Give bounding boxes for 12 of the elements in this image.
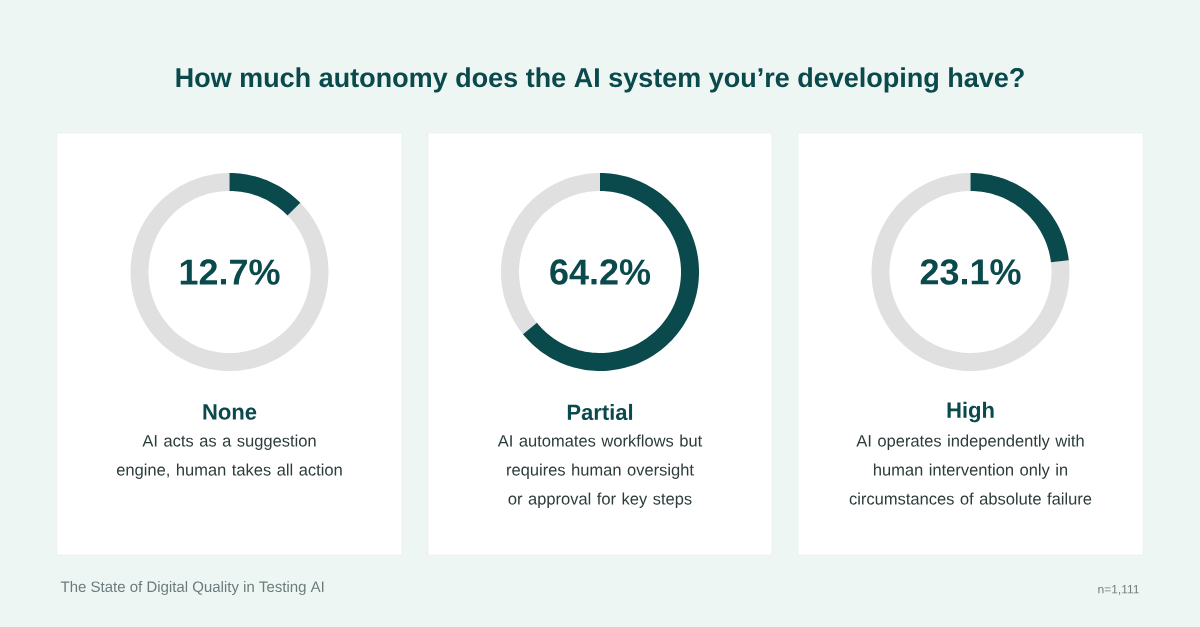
text: 64.2% [550,259,651,285]
text: High [947,401,994,423]
text: 23.1% [920,259,1021,285]
text: How much autonomy does the AI system you’re developing have? [176,67,1024,93]
text: Partial [567,403,633,421]
text: None [203,404,257,420]
text: n=1,111 [1098,585,1139,595]
text: 12.7% [180,259,280,285]
text: AI automates workflows but requires human oversight or approval for key steps [497,434,703,508]
text: AI acts as a suggestion engine, human takes all action [116,434,342,479]
text: The State of Digital Quality in Testing AI [60,581,324,595]
text: AI operates independently with human intervention only in circumstances of absolute failure [849,434,1092,505]
